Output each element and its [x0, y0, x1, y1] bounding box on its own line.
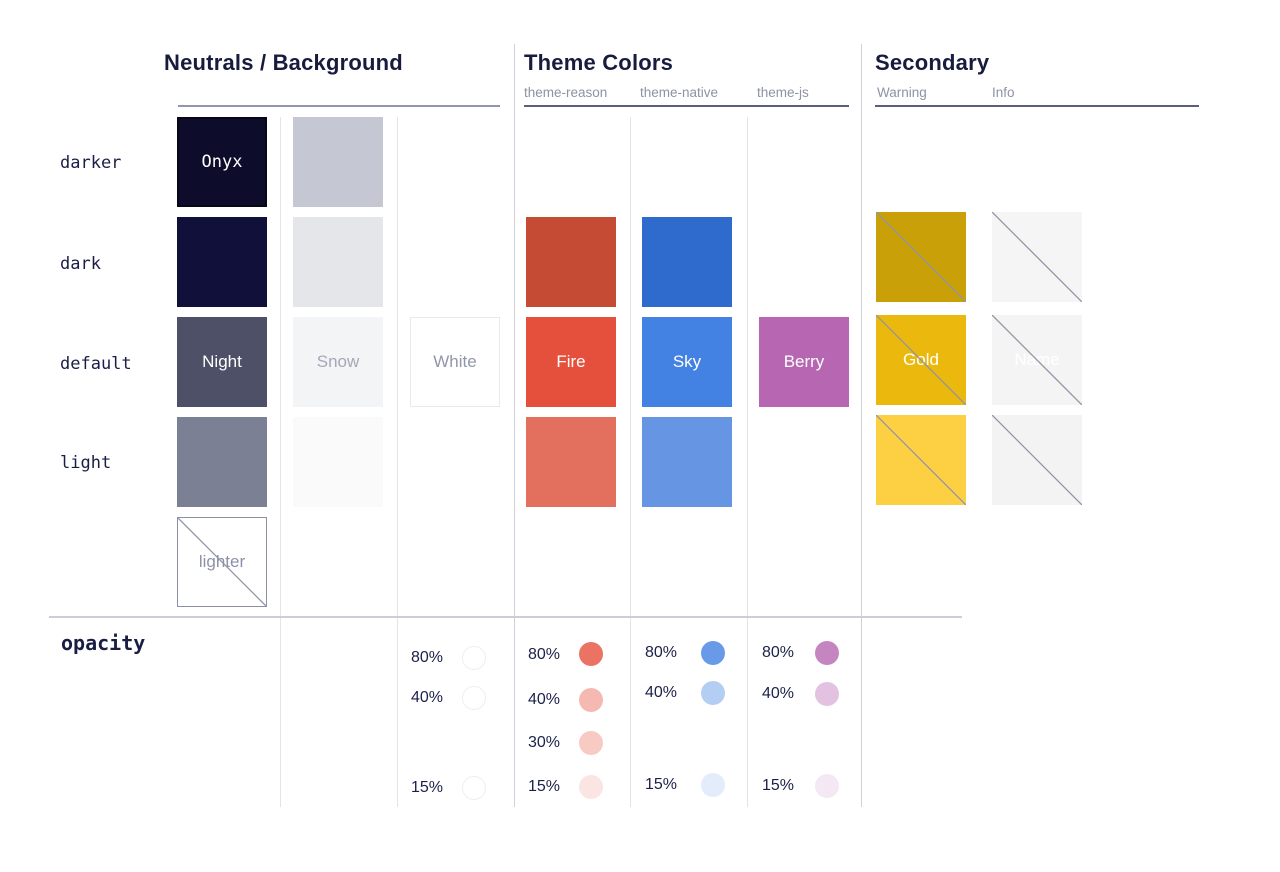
theme-title: Theme Colors	[524, 50, 674, 75]
opacity-label-berry-15: 15%	[762, 777, 795, 794]
opacity-divider	[49, 616, 962, 618]
section-divider-theme	[514, 44, 515, 807]
opacity-label-berry-40: 40%	[762, 685, 795, 702]
opacity-label-fire-40: 40%	[528, 691, 561, 708]
opacity-dot-fire-40	[579, 688, 603, 712]
swatch-fire-light	[526, 417, 616, 507]
opacity-dot-white-15	[462, 776, 486, 800]
theme-underline	[524, 105, 849, 107]
theme-col-label-reason: theme-reason	[524, 85, 608, 100]
opacity-dot-berry-40	[815, 682, 839, 706]
opacity-label-sky-40: 40%	[645, 684, 678, 701]
opacity-dot-fire-80	[579, 642, 603, 666]
swatch-fire: Fire	[526, 317, 616, 407]
col-separator-4	[747, 117, 748, 807]
col-separator-2	[397, 117, 398, 807]
opacity-dot-white-40	[462, 686, 486, 710]
opacity-label-white-40: 40%	[411, 689, 444, 706]
opacity-dot-sky-80	[701, 641, 725, 665]
swatch-sky-light	[642, 417, 732, 507]
swatch-gold-label: Gold	[903, 350, 939, 369]
swatch-gold-light	[876, 415, 966, 505]
swatch-gray-dark	[293, 217, 383, 307]
neutrals-title: Neutrals / Background	[164, 50, 403, 75]
diagonal-line-icon	[992, 415, 1082, 505]
opacity-label-white-80: 80%	[411, 649, 444, 666]
swatch-info-light	[992, 415, 1082, 505]
swatch-berry: Berry	[759, 317, 849, 407]
neutrals-underline	[178, 105, 500, 107]
opacity-dot-berry-80	[815, 641, 839, 665]
swatch-night: Night	[177, 317, 267, 407]
swatch-sky: Sky	[642, 317, 732, 407]
swatch-white-label: White	[433, 352, 477, 371]
swatch-sky-label: Sky	[672, 352, 702, 371]
opacity-label-fire-15: 15%	[528, 778, 561, 795]
swatch-info-default: Name	[992, 315, 1082, 405]
swatch-night-label: Night	[202, 352, 242, 371]
diagonal-line-icon	[876, 212, 966, 302]
secondary-col-label-warning: Warning	[877, 85, 927, 100]
opacity-dot-white-80	[462, 646, 486, 670]
opacity-label-fire-80: 80%	[528, 646, 561, 663]
opacity-label-fire-30: 30%	[528, 734, 561, 751]
theme-col-label-native: theme-native	[640, 85, 719, 100]
swatch-slate-light	[177, 417, 267, 507]
swatch-onyx: Onyx	[177, 117, 267, 207]
swatch-fire-label: Fire	[556, 352, 586, 371]
opacity-label-berry-80: 80%	[762, 644, 795, 661]
opacity-dot-sky-15	[701, 773, 725, 797]
swatch-gold-dark	[876, 212, 966, 302]
row-label-default: default	[60, 354, 132, 374]
opacity-dot-sky-40	[701, 681, 725, 705]
opacity-label-sky-15: 15%	[645, 776, 678, 793]
swatch-sky-dark	[642, 217, 732, 307]
swatch-onyx-label: Onyx	[201, 152, 243, 172]
swatch-fire-dark	[526, 217, 616, 307]
swatch-snow-label: Snow	[316, 352, 360, 371]
opacity-dot-fire-30	[579, 731, 603, 755]
swatch-gray-light	[293, 417, 383, 507]
secondary-underline	[875, 105, 1199, 107]
theme-col-label-js: theme-js	[757, 85, 809, 100]
secondary-col-label-info: Info	[992, 85, 1015, 100]
swatch-gray-darker	[293, 117, 383, 207]
row-label-light: light	[60, 453, 112, 473]
row-label-darker: darker	[60, 153, 122, 173]
swatch-info-dark	[992, 212, 1082, 302]
opacity-label-sky-80: 80%	[645, 644, 678, 661]
swatch-gold: Gold	[876, 315, 966, 405]
col-separator-3	[630, 117, 631, 807]
swatch-white: White	[410, 317, 500, 407]
swatch-berry-label: Berry	[783, 352, 825, 371]
swatch-lighter-label: lighter	[198, 552, 246, 571]
opacity-dot-berry-15	[815, 774, 839, 798]
swatch-navy-dark	[177, 217, 267, 307]
diagonal-line-icon	[992, 212, 1082, 302]
row-label-dark: dark	[60, 254, 101, 274]
swatch-lighter: lighter	[177, 517, 267, 607]
secondary-title: Secondary	[875, 50, 990, 75]
opacity-dot-fire-15	[579, 775, 603, 799]
diagonal-line-icon	[876, 415, 966, 505]
row-label-opacity: opacity	[61, 631, 146, 655]
swatch-info-default-label: Name	[1014, 350, 1060, 369]
col-separator-1	[280, 117, 281, 807]
swatch-snow: Snow	[293, 317, 383, 407]
section-divider-secondary	[861, 44, 862, 807]
opacity-label-white-15: 15%	[411, 779, 444, 796]
